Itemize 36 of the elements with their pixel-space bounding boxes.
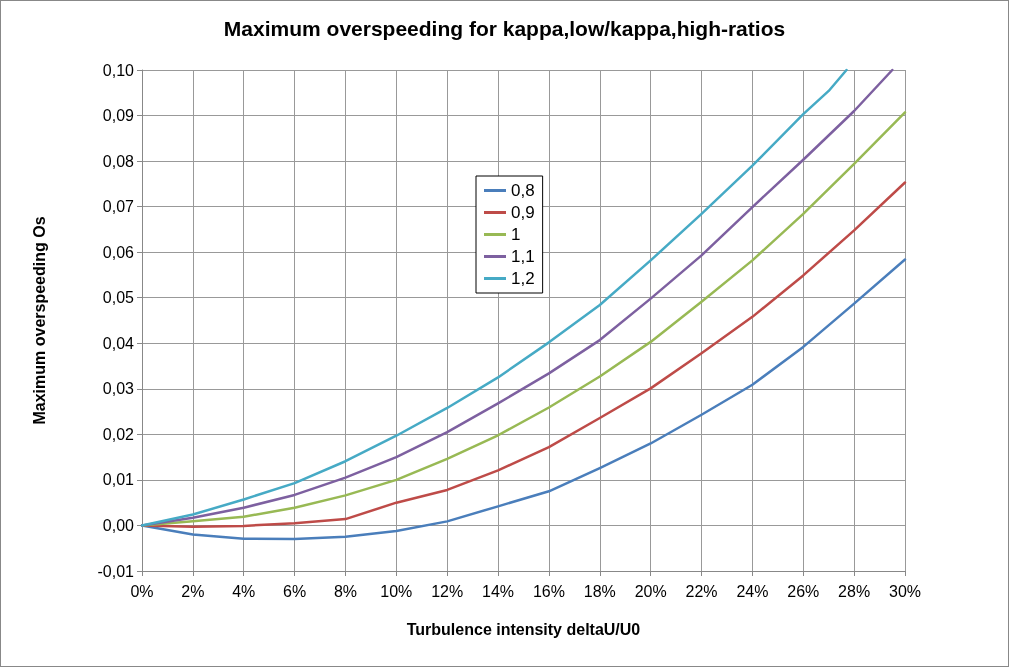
x-tick-label: 14% — [482, 582, 515, 600]
x-tick-label: 18% — [583, 582, 616, 600]
y-tick-label: 0,02 — [102, 425, 135, 443]
x-tick-label: 30% — [888, 582, 922, 600]
y-tick-label: 0,06 — [102, 243, 135, 261]
x-axis-title: Turbulence intensity deltaU/U0 — [406, 620, 641, 638]
x-tick-label: 8% — [333, 582, 358, 600]
x-tick-label: 6% — [283, 582, 307, 600]
x-tick-label: 10% — [380, 582, 413, 600]
chart-title: Maximum overspeeding for kappa,low/kappa,high-ratios — [223, 17, 786, 40]
x-tick-label: 28% — [838, 582, 871, 600]
legend-label: 0,8 — [511, 181, 535, 200]
x-tick-label: 22% — [685, 582, 718, 600]
x-tick-label: 12% — [431, 582, 464, 600]
legend-label: 1,2 — [511, 269, 535, 288]
y-tick-label: 0,07 — [102, 198, 135, 216]
x-tick-label: 26% — [787, 582, 820, 600]
legend-label: 1,1 — [511, 247, 535, 266]
y-tick-label: 0,05 — [102, 289, 135, 307]
y-tick-label: 0,01 — [102, 471, 135, 489]
y-tick-label: 0,04 — [102, 334, 135, 352]
y-tick-label: 0,10 — [102, 61, 135, 79]
legend-label: 1 — [511, 225, 521, 244]
x-tick-label: 16% — [532, 582, 565, 600]
x-tick-label: 2% — [181, 582, 205, 600]
x-tick-label: 20% — [634, 582, 667, 600]
legend-label: 0,9 — [511, 203, 535, 222]
x-tick-label: 0% — [130, 582, 154, 600]
x-tick-label: 24% — [736, 582, 769, 600]
y-tick-label: 0,00 — [102, 516, 135, 534]
y-tick-label: 0,08 — [102, 152, 135, 170]
y-tick-label: 0,03 — [102, 380, 135, 398]
x-tick-label: 4% — [232, 582, 256, 600]
y-tick-label: 0,09 — [102, 107, 135, 125]
y-axis-title: Maximum overspeeding Os — [30, 216, 48, 425]
y-tick-label: -0,01 — [97, 562, 135, 580]
